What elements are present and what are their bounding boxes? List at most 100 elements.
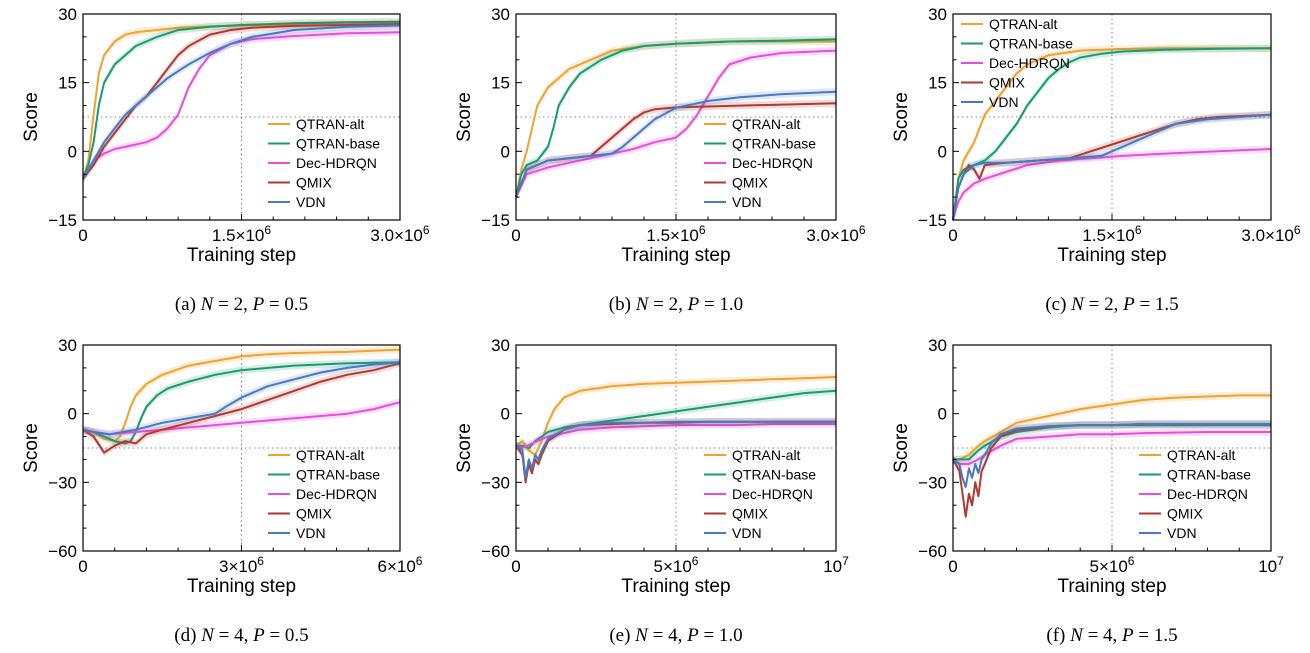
y-tick-label: −30 [918,473,947,492]
series-line [82,23,401,180]
legend-entry: QTRAN-base [296,136,380,152]
series-line [952,431,1271,465]
x-tick-label: 6×106 [378,554,423,576]
y-tick-label: −60 [48,542,77,561]
y-tick-label: 30 [491,336,510,355]
series-line [82,20,401,180]
x-tick-label: 0 [948,557,957,576]
legend-entry: Dec-HDRQN [989,55,1070,71]
y-axis-label: Score [454,92,475,142]
y-tick-label: 30 [928,5,947,24]
legend-entry: QTRAN-base [732,467,816,483]
legend-entry: Dec-HDRQN [732,486,813,502]
legend-entry: QTRAN-base [1167,467,1251,483]
series-line [82,24,401,180]
legend-entry: QTRAN-alt [732,447,801,463]
series-line [952,148,1272,221]
legend-entry: QTRAN-base [296,467,380,483]
x-axis-label: Training step [187,245,296,266]
x-tick-label: 3.0×106 [1241,223,1300,245]
legend-entry: VDN [296,194,326,210]
legend-entry: VDN [732,525,762,541]
x-tick-label: 5×106 [1090,554,1135,576]
panel-caption: (d) N = 4, P = 0.5 [174,625,308,646]
legend-entry: VDN [296,525,326,541]
y-tick-label: 30 [928,336,947,355]
x-tick-label: 0 [948,226,957,245]
legend-entry: Dec-HDRQN [296,486,377,502]
x-axis-label: Training step [187,576,296,597]
series-line [82,31,401,180]
y-tick-label: 30 [58,336,77,355]
y-tick-label: 0 [501,405,510,424]
legend-entry: QMIX [1167,506,1203,522]
chart-panel: −60 −30 0 30 0 3×106 6×106 Training step Score QT… [21,336,423,646]
legend-entry: QMIX [732,506,768,522]
legend-entry: Dec-HDRQN [732,155,813,171]
y-tick-label: 0 [938,142,947,161]
y-axis-label: Score [21,423,42,473]
y-axis-label: Score [891,423,912,473]
y-tick-label: 15 [58,74,77,93]
series-line [82,362,401,454]
series-line [953,394,1271,461]
legend-entry: QMIX [296,506,332,522]
series-band [516,88,836,201]
y-tick-label: −60 [918,542,947,561]
legend-entry: QTRAN-base [732,136,816,152]
y-tick-label: −15 [481,211,510,230]
series-line [515,49,837,198]
x-tick-label: 0 [511,226,520,245]
series-band [953,44,1271,224]
legend-entry: QMIX [989,75,1025,91]
series-band [516,418,836,482]
x-tick-label: 0 [511,557,520,576]
y-tick-label: 15 [491,74,510,93]
series-line [515,90,837,198]
x-tick-label: 3×106 [219,554,264,576]
x-tick-label: 1.5×106 [212,223,271,245]
series-line [952,423,1271,488]
series-band [83,398,400,438]
y-tick-label: 30 [58,5,77,24]
legend-entry: QTRAN-alt [296,116,365,132]
legend-entry: VDN [1167,525,1197,541]
legend-entry: VDN [732,194,762,210]
y-axis-label: Score [891,92,912,142]
legend-entry: QMIX [296,175,332,191]
y-tick-label: 15 [928,74,947,93]
series-line [82,361,401,436]
x-tick-label: 1.5×106 [646,223,705,245]
series-band [953,421,1271,464]
chart-panel: −60 −30 0 30 0 5×106 107 Training step Score QTRA… [454,336,849,646]
series-band [516,373,836,459]
series-line [515,420,836,479]
y-tick-label: −15 [48,211,77,230]
series-line [515,423,836,449]
legend-entry: QTRAN-alt [1167,447,1236,463]
y-tick-label: −15 [918,211,947,230]
x-tick-label: 107 [823,554,849,576]
y-tick-label: −30 [481,473,510,492]
y-tick-label: 0 [68,142,77,161]
x-axis-label: Training step [621,245,730,266]
series-band [83,359,400,457]
panel-caption: (c) N = 2, P = 1.5 [1045,294,1178,315]
series-line [515,376,837,456]
x-tick-label: 107 [1258,554,1284,576]
series-line [952,47,1271,221]
series-band [516,387,836,452]
legend-entry: QTRAN-base [989,36,1073,52]
y-tick-label: 30 [491,5,510,24]
series-band [83,358,400,448]
series-band [953,391,1271,464]
legend-entry: QTRAN-alt [989,16,1058,32]
x-tick-label: 3.0×106 [806,223,865,245]
series-line [515,38,837,198]
x-axis-label: Training step [1057,576,1166,597]
legend-entry: Dec-HDRQN [1167,486,1248,502]
